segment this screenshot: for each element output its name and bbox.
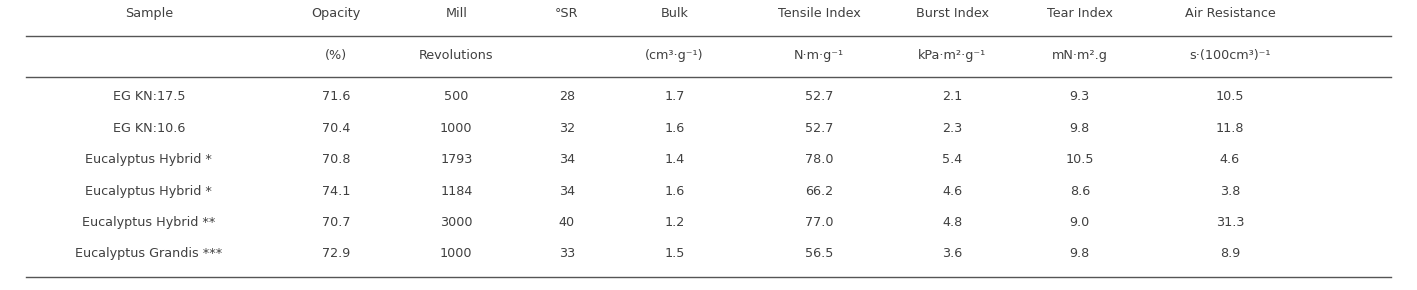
- Text: 77.0: 77.0: [805, 216, 833, 229]
- Text: Revolutions: Revolutions: [419, 49, 493, 61]
- Text: 71.6: 71.6: [322, 90, 350, 104]
- Text: 1.7: 1.7: [665, 90, 684, 104]
- Text: 1000: 1000: [441, 247, 472, 260]
- Text: 52.7: 52.7: [805, 122, 833, 135]
- Text: 10.5: 10.5: [1066, 153, 1094, 166]
- Text: 28: 28: [558, 90, 575, 104]
- Text: Sample: Sample: [125, 7, 173, 19]
- Text: Bulk: Bulk: [660, 7, 689, 19]
- Text: 2.3: 2.3: [942, 122, 962, 135]
- Text: 4.8: 4.8: [942, 216, 962, 229]
- Text: 2.1: 2.1: [942, 90, 962, 104]
- Text: 1.6: 1.6: [665, 185, 684, 198]
- Text: 3.6: 3.6: [942, 247, 962, 260]
- Text: EG KN:10.6: EG KN:10.6: [112, 122, 186, 135]
- Text: 34: 34: [558, 185, 575, 198]
- Text: 4.6: 4.6: [1220, 153, 1240, 166]
- Text: Eucalyptus Grandis ***: Eucalyptus Grandis ***: [75, 247, 222, 260]
- Text: 78.0: 78.0: [805, 153, 833, 166]
- Text: 70.7: 70.7: [322, 216, 350, 229]
- Text: 8.9: 8.9: [1220, 247, 1240, 260]
- Text: 1.5: 1.5: [665, 247, 684, 260]
- Text: 9.0: 9.0: [1070, 216, 1090, 229]
- Text: Opacity: Opacity: [312, 7, 360, 19]
- Text: Eucalyptus Hybrid **: Eucalyptus Hybrid **: [82, 216, 215, 229]
- Text: mN·m².g: mN·m².g: [1051, 49, 1108, 61]
- Text: 9.8: 9.8: [1070, 122, 1090, 135]
- Text: 32: 32: [558, 122, 575, 135]
- Text: 8.6: 8.6: [1070, 185, 1090, 198]
- Text: (%): (%): [324, 49, 347, 61]
- Text: Tear Index: Tear Index: [1047, 7, 1112, 19]
- Text: 500: 500: [444, 90, 469, 104]
- Text: N·m·g⁻¹: N·m·g⁻¹: [794, 49, 845, 61]
- Text: 33: 33: [558, 247, 575, 260]
- Text: Mill: Mill: [445, 7, 468, 19]
- Text: 72.9: 72.9: [322, 247, 350, 260]
- Text: Tensile Index: Tensile Index: [778, 7, 860, 19]
- Text: 10.5: 10.5: [1216, 90, 1244, 104]
- Text: 34: 34: [558, 153, 575, 166]
- Text: 1.4: 1.4: [665, 153, 684, 166]
- Text: 52.7: 52.7: [805, 90, 833, 104]
- Text: 1.6: 1.6: [665, 122, 684, 135]
- Text: 74.1: 74.1: [322, 185, 350, 198]
- Text: 1.2: 1.2: [665, 216, 684, 229]
- Text: Eucalyptus Hybrid *: Eucalyptus Hybrid *: [85, 185, 213, 198]
- Text: 1184: 1184: [441, 185, 472, 198]
- Text: 70.8: 70.8: [322, 153, 350, 166]
- Text: °SR: °SR: [555, 7, 578, 19]
- Text: 1793: 1793: [441, 153, 472, 166]
- Text: 9.8: 9.8: [1070, 247, 1090, 260]
- Text: kPa·m²·g⁻¹: kPa·m²·g⁻¹: [918, 49, 986, 61]
- Text: 11.8: 11.8: [1216, 122, 1244, 135]
- Text: 9.3: 9.3: [1070, 90, 1090, 104]
- Text: EG KN:17.5: EG KN:17.5: [112, 90, 186, 104]
- Text: 56.5: 56.5: [805, 247, 833, 260]
- Text: 31.3: 31.3: [1216, 216, 1244, 229]
- Text: Air Resistance: Air Resistance: [1185, 7, 1275, 19]
- Text: 40: 40: [558, 216, 575, 229]
- Text: 5.4: 5.4: [942, 153, 962, 166]
- Text: s·(100cm³)⁻¹: s·(100cm³)⁻¹: [1189, 49, 1271, 61]
- Text: 70.4: 70.4: [322, 122, 350, 135]
- Text: 3.8: 3.8: [1220, 185, 1240, 198]
- Text: 3000: 3000: [441, 216, 472, 229]
- Text: 4.6: 4.6: [942, 185, 962, 198]
- Text: 66.2: 66.2: [805, 185, 833, 198]
- Text: (cm³·g⁻¹): (cm³·g⁻¹): [645, 49, 704, 61]
- Text: Burst Index: Burst Index: [915, 7, 989, 19]
- Text: 1000: 1000: [441, 122, 472, 135]
- Text: Eucalyptus Hybrid *: Eucalyptus Hybrid *: [85, 153, 213, 166]
